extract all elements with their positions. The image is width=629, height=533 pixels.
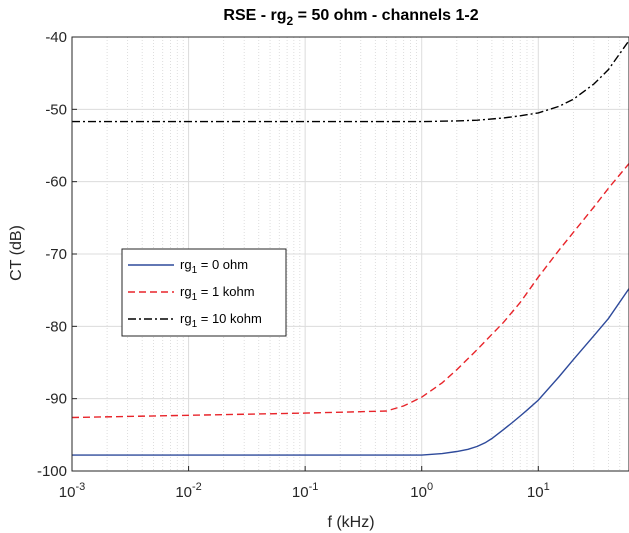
y-tick-label: -100: [37, 463, 67, 480]
x-tick-label: 10-3: [59, 481, 85, 501]
x-axis-label: f (kHz): [327, 514, 374, 531]
x-tick-label: 10-2: [175, 481, 201, 501]
chart-title-subscript: 2: [287, 14, 294, 28]
series-group: [71, 40, 629, 456]
y-tick-label: -40: [45, 29, 67, 46]
y-tick-label: -50: [45, 101, 67, 118]
x-tick-label: 10-1: [292, 481, 318, 501]
legend-label-3: rg1 = 10 kohm: [180, 311, 262, 330]
x-tick-label: 100: [410, 481, 433, 501]
series-line-3: [72, 40, 629, 123]
series-line-2: [71, 163, 629, 419]
chart-title-rest: = 50 ohm - channels 1-2: [293, 7, 479, 24]
legend-label-1: rg1 = 0 ohm: [180, 257, 248, 276]
legend-box: [121, 248, 287, 337]
x-tick-label: 101: [527, 481, 550, 501]
y-tick-label: -90: [45, 391, 67, 408]
y-tick-label: -70: [45, 246, 67, 263]
chart-title: RSE - rg2 = 50 ohm - channels 1-2: [223, 7, 478, 28]
chart-title-main: RSE - rg: [223, 7, 286, 24]
legend-label-2: rg1 = 1 kohm: [180, 284, 255, 303]
y-tick-label: -60: [45, 174, 67, 191]
axis-ticks: 10-3 10-2 10-1 100 101 -40 -50 -60 -70 -80 -90 -100: [37, 29, 550, 501]
legend: rg1 = 0 ohm rg1 = 1 kohm rg1 = 10 kohm: [121, 248, 287, 337]
y-tick-label: -80: [45, 318, 67, 335]
y-axis-label: CT (dB): [8, 225, 25, 281]
series-line-1: [72, 288, 629, 456]
